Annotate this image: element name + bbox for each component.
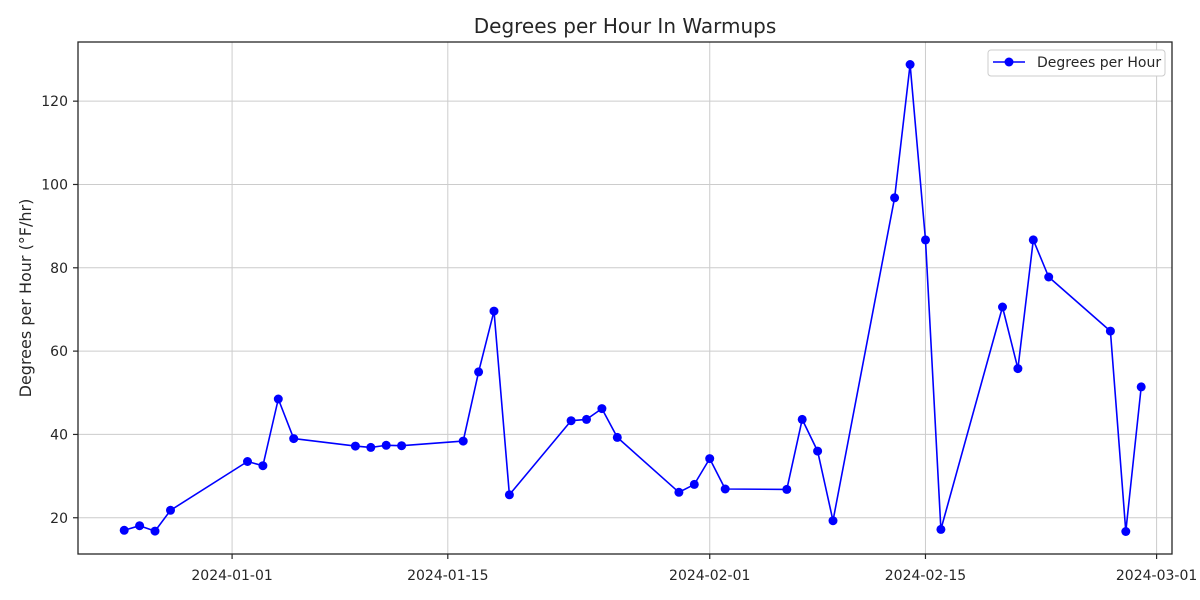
plot-frame: [77, 41, 1173, 555]
data-point: [458, 436, 468, 446]
grid: [78, 42, 1172, 554]
data-point: [243, 457, 252, 466]
data-point: [597, 404, 607, 414]
data-point: [1121, 527, 1131, 536]
x-tick-label: 2024-01-15: [407, 568, 488, 584]
x-tick-label: 2024-02-01: [669, 568, 750, 584]
data-point: [782, 484, 792, 494]
data-point: [566, 416, 576, 426]
x-axis: 2024-01-01 2024-01-15 2024-02-01 2024-02-15…: [191, 554, 1197, 584]
data-point: [1028, 235, 1038, 245]
data-point: [1044, 272, 1054, 282]
x-tick-label: 2024-02-15: [885, 568, 966, 584]
data-point: [119, 525, 129, 535]
y-axis: 20 40 60 80 100 120: [41, 94, 78, 527]
data-point: [582, 414, 591, 424]
data-point: [166, 505, 175, 515]
x-tick-label: 2024-03-01: [1116, 568, 1197, 584]
y-tick-label: 40: [50, 427, 68, 443]
data-point: [689, 479, 699, 489]
data-point: [797, 414, 807, 424]
data-point: [397, 441, 407, 451]
data-point: [381, 440, 391, 450]
y-axis-label: Degrees per Hour (°F/hr): [16, 199, 35, 398]
y-tick-label: 20: [50, 511, 68, 527]
data-point: [504, 490, 514, 500]
data-point: [998, 302, 1007, 312]
data-point: [674, 487, 684, 497]
data-point: [890, 193, 900, 203]
data-point: [1136, 382, 1146, 392]
y-tick-label: 80: [50, 261, 68, 277]
data-point: [828, 516, 838, 526]
data-point: [905, 60, 915, 69]
data-point: [273, 394, 283, 404]
data-point: [350, 441, 360, 451]
data-point: [474, 367, 484, 377]
legend: Degrees per Hour: [987, 49, 1166, 77]
data-point: [813, 446, 823, 456]
data-point: [366, 442, 376, 452]
data-point: [135, 521, 145, 531]
data-point: [612, 432, 622, 442]
data-point: [705, 454, 715, 464]
y-tick-label: 100: [41, 177, 68, 193]
data-point: [936, 524, 946, 534]
legend-label: Degrees per Hour: [1037, 55, 1161, 71]
legend-box: [987, 49, 1166, 77]
data-point: [150, 526, 160, 536]
x-tick-label: 2024-01-01: [191, 568, 272, 584]
data-point: [289, 434, 299, 444]
legend-marker-swatch: [1004, 57, 1014, 67]
data-point: [489, 306, 499, 316]
data-point: [258, 461, 268, 471]
chart-title: Degrees per Hour In Warmups: [474, 14, 777, 38]
y-tick-label: 60: [50, 344, 68, 360]
data-point: [921, 235, 930, 245]
series-layer: [119, 60, 1146, 536]
data-point: [1013, 364, 1023, 374]
data-point: [1105, 326, 1115, 336]
y-tick-label: 120: [41, 94, 68, 110]
data-point: [720, 484, 730, 494]
